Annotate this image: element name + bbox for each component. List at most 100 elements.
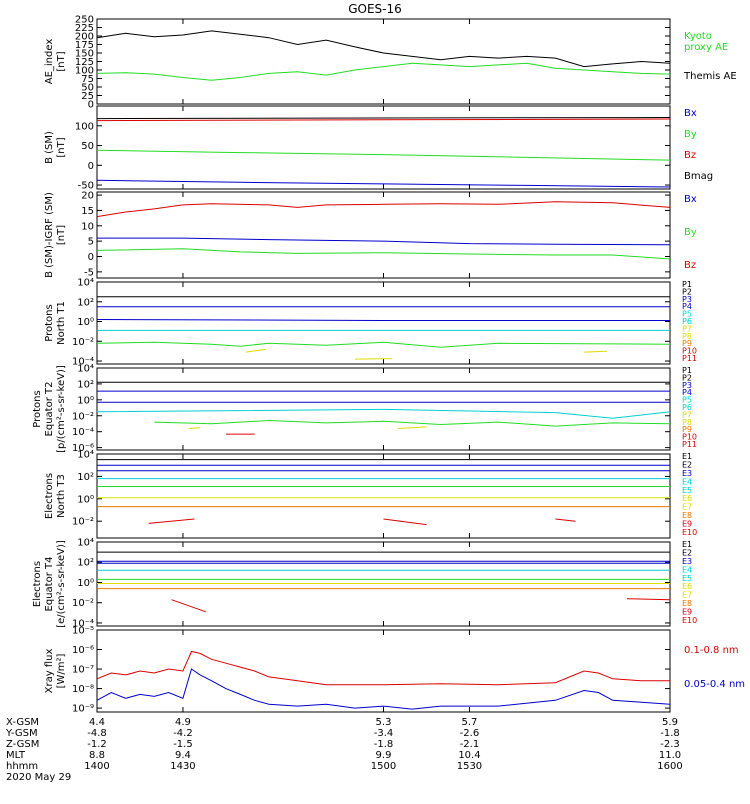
- panel-6-legend-item: E5: [682, 486, 692, 495]
- panel-7-legend-item: E5: [682, 574, 692, 583]
- panel-1-series-kyoto-proxy-ae: [96, 62, 671, 81]
- panel-3-series-by: [96, 248, 671, 260]
- panel-8-ytick-label: 10⁻⁸: [72, 684, 94, 695]
- panel-4-ytick-label: 10²: [77, 297, 94, 308]
- panel-6-legend-item: E8: [682, 511, 692, 520]
- panel-5-legend-item: P6: [682, 403, 692, 412]
- panel-4-legend-item: P4: [682, 302, 692, 311]
- panel-7-ylabel: Equator T4: [44, 557, 55, 612]
- panel-6-ytick-label: 10⁰: [77, 494, 94, 505]
- panel-6-ylabel: Electrons: [44, 473, 55, 519]
- page-title: GOES-16: [348, 2, 402, 16]
- panel-3-ytick-label: 10: [81, 221, 94, 232]
- panel-8-ytick-label: 10⁻⁵: [72, 626, 94, 637]
- panel-3-ytick-label: -5: [84, 267, 94, 278]
- panel-3-ytick-label: 0: [88, 252, 94, 263]
- panel-6-legend-item: E2: [682, 460, 692, 469]
- panel-4-ytick-label: 10⁻⁴: [72, 357, 94, 368]
- panel-4-ytick-label: 10⁴: [77, 278, 94, 289]
- panel-1-ylabel: AE_index: [44, 39, 55, 85]
- xaxis-row-value: -3.4: [374, 728, 394, 739]
- panel-3-series-bx: [97, 237, 671, 246]
- panel-5-legend-item: P3: [682, 381, 692, 390]
- panel-1-frame: [96, 18, 671, 105]
- panel-2-ytick-label: 100: [75, 121, 94, 132]
- xaxis-row-value: -1.8: [660, 728, 680, 739]
- panel-2-ytick-label: 0: [88, 161, 94, 172]
- xaxis-row-value: -2.3: [660, 739, 680, 750]
- panel-6-legend-item: E1: [682, 452, 692, 461]
- panel-7-ytick-label: 10⁰: [77, 578, 94, 589]
- panel-1-ytick-label: 25: [81, 91, 94, 102]
- panel-4-legend-item: P3: [682, 295, 692, 304]
- panel-6-series-e9b: [383, 518, 427, 526]
- xaxis-row-label: hhmm: [6, 761, 38, 772]
- xaxis-row-value: -1.8: [374, 739, 394, 750]
- panel-6-series-e9a: [148, 518, 195, 524]
- panel-6-ytick-label: 10⁴: [77, 450, 94, 461]
- panel-3-ytick-label: 5: [88, 237, 94, 248]
- panel-5-legend-item: P1: [682, 366, 692, 375]
- panel-1-legend-item: Themis AE: [683, 71, 737, 82]
- panel-4-legend-item: P7: [682, 324, 692, 333]
- panel-5-legend-item: P9: [682, 425, 692, 434]
- panel-3-ylabel: B (SM)-IGRF (SM): [44, 192, 55, 278]
- panel-1-series-themis-ae: [96, 30, 671, 68]
- panel-5-legend-item: P5: [682, 396, 692, 405]
- xaxis-row-value: 4.4: [89, 717, 105, 728]
- panel-3-legend-item: Bz: [684, 260, 696, 271]
- panel-6-ytick-label: 10⁻²: [72, 517, 94, 528]
- panel-6-legend-item: E6: [682, 494, 692, 503]
- panel-2-ylabel: [nT]: [56, 137, 67, 157]
- panel-5-ytick-label: 10²: [77, 379, 94, 390]
- xaxis-row-label: Z-GSM: [6, 739, 39, 750]
- xaxis-row-value: -1.2: [87, 739, 107, 750]
- panel-2-ytick-label: 50: [81, 141, 94, 152]
- panel-2-legend-item: Bz: [684, 150, 696, 161]
- panel-6-ylabel: North T3: [56, 474, 67, 518]
- panel-5-ytick-label: 10⁻⁴: [72, 427, 94, 438]
- panel-4-legend-item: P2: [682, 287, 692, 296]
- panel-5-ytick-label: 10⁻²: [72, 411, 94, 422]
- panel-5-legend-item: P11: [682, 440, 697, 449]
- panel-1-ytick-label: 50: [81, 83, 94, 94]
- panel-2-ylabel: B (SM): [44, 131, 55, 164]
- panel-1-legend-item: proxy AE: [684, 42, 728, 53]
- xaxis-row-value: 8.8: [89, 750, 105, 761]
- panel-6-legend-item: E7: [682, 503, 692, 512]
- panel-7-legend-item: E7: [682, 591, 692, 600]
- panel-2-series-bmag: [96, 117, 671, 120]
- panel-5-legend-item: P8: [682, 418, 692, 427]
- xaxis-row-value: 5.7: [461, 717, 477, 728]
- panel-1-ylabel: [nT]: [56, 51, 67, 71]
- xaxis-row-value: -4.8: [87, 728, 107, 739]
- panel-1-ytick-label: 175: [75, 40, 94, 51]
- panel-3-ytick-label: 20: [81, 191, 94, 202]
- panel-6-ytick-label: 10²: [77, 472, 94, 483]
- panel-7-legend-item: E1: [682, 540, 692, 549]
- xaxis-row-label: Y-GSM: [5, 728, 38, 739]
- panel-5-series-p9: [188, 427, 201, 429]
- panel-1-ytick-label: 125: [75, 57, 94, 68]
- xaxis-row-value: -1.5: [173, 739, 193, 750]
- panel-5-legend-item: P4: [682, 388, 692, 397]
- panel-7-legend-item: E9: [682, 608, 692, 617]
- panel-5-ylabel: Equator T2: [44, 382, 55, 437]
- panel-4-ylabel: North T1: [56, 301, 67, 345]
- panel-1-ytick-label: 200: [75, 32, 94, 43]
- panel-4-legend-item: P6: [682, 317, 692, 326]
- panel-5-series-p6: [96, 408, 671, 419]
- xaxis-row-value: 4.9: [175, 717, 191, 728]
- panel-8-ytick-label: 10⁻⁶: [72, 645, 94, 656]
- panel-6-frame: [96, 453, 671, 539]
- xaxis-row-value: -2.1: [460, 739, 480, 750]
- date-label: 2020 May 29: [6, 772, 71, 783]
- panel-8-ylabel: Xray flux: [44, 649, 55, 694]
- panel-4-series-p9: [245, 348, 267, 353]
- panel-3-legend-item: Bx: [684, 194, 697, 205]
- panel-7-ylabel: Electrons: [32, 561, 43, 607]
- panel-4-ylabel: Protons: [44, 304, 55, 341]
- panel-4-legend-item: P5: [682, 310, 692, 319]
